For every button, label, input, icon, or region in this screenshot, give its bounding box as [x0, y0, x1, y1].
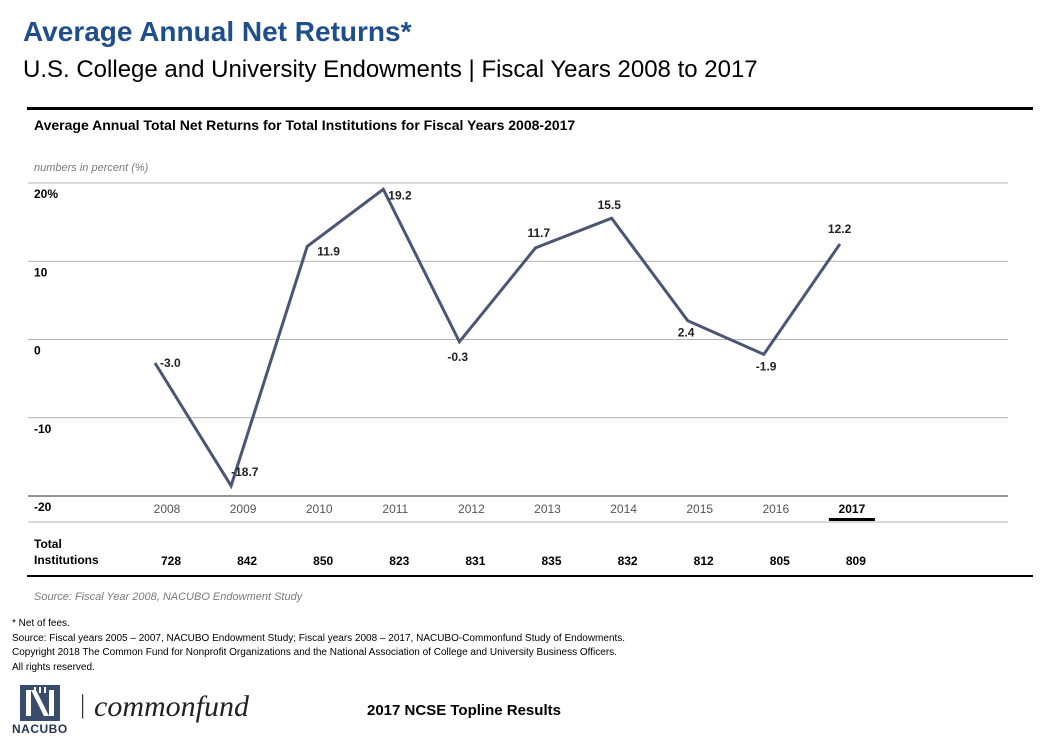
table-cell: 809: [846, 554, 866, 568]
footnote: Source: Fiscal years 2005 – 2007, NACUBO…: [12, 632, 626, 644]
brand-separator: |: [80, 690, 86, 719]
data-label: 15.5: [598, 198, 622, 212]
table-row-label: Total Institutions: [34, 537, 99, 567]
x-tick-label: 2012: [458, 502, 485, 516]
footnote: All rights reserved.: [12, 661, 95, 673]
footnote: * Net of fees.: [12, 618, 70, 629]
table-cell: 812: [694, 554, 714, 568]
nacubo-logo: NACUBO: [12, 685, 67, 741]
table-cell: 728: [161, 554, 181, 568]
highlight-underline: [828, 518, 875, 521]
series-line: [153, 187, 842, 490]
page-subtitle: U.S. College and University Endowments |…: [23, 56, 758, 83]
data-label: 2.4: [678, 326, 695, 340]
data-label: -0.3: [447, 350, 468, 364]
data-label: 12.2: [828, 222, 852, 236]
y-tick-label: -10: [34, 422, 52, 436]
commonfund-logo-text: commonfund: [94, 690, 249, 723]
data-label: -3.0: [160, 356, 181, 370]
x-tick-label: 2011: [382, 502, 408, 516]
table-cell: 832: [618, 554, 638, 568]
data-label: 11.7: [528, 226, 551, 240]
page-title: Average Annual Net Returns*: [23, 16, 412, 47]
data-label: 19.2: [388, 188, 412, 202]
report-title: 2017 NCSE Topline Results: [367, 702, 561, 719]
table-cell: 842: [237, 554, 257, 568]
x-tick-label: 2010: [306, 502, 333, 516]
x-tick-label: 2017: [839, 502, 866, 516]
commonfund-logo: commonfund: [94, 690, 249, 724]
data-label: -1.9: [756, 359, 777, 373]
footnotes: * Net of fees. Source: Fiscal years 2005…: [12, 617, 625, 675]
x-tick-label: 2008: [154, 502, 181, 516]
footnote: Copyright 2018 The Common Fund for Nonpr…: [12, 647, 617, 658]
nacubo-mark-icon: [20, 685, 60, 721]
chart-title: Average Annual Total Net Returns for Tot…: [34, 117, 576, 133]
x-tick-label: 2015: [686, 502, 713, 516]
table-cell: 850: [313, 554, 333, 568]
top-rule: [27, 107, 1033, 110]
y-tick-label: 20%: [34, 187, 58, 201]
x-tick-label: 2014: [610, 502, 637, 516]
table-cell: 805: [770, 554, 790, 568]
x-tick-label: 2016: [762, 502, 789, 516]
units-note: numbers in percent (%): [34, 162, 149, 174]
chart-source: Source: Fiscal Year 2008, NACUBO Endowme…: [34, 591, 303, 603]
nacubo-logo-text: NACUBO: [12, 722, 68, 736]
line-chart: 20% 10 0 -10 -20 -3.0 -18.7 11.9 19.2 -0.3 11.7 15.…: [28, 182, 1008, 568]
bottom-rule: [27, 575, 1033, 577]
y-tick-label: 10: [34, 265, 48, 279]
table-cell: 835: [541, 554, 561, 568]
table-cell: 823: [389, 554, 409, 568]
data-label: 11.9: [317, 244, 340, 258]
data-label: -18.7: [231, 465, 259, 479]
x-tick-label: 2009: [230, 502, 257, 516]
y-tick-label: 0: [34, 344, 41, 358]
table-cell: 831: [465, 554, 485, 568]
x-tick-label: 2013: [534, 502, 561, 516]
y-tick-label: -20: [34, 500, 52, 514]
